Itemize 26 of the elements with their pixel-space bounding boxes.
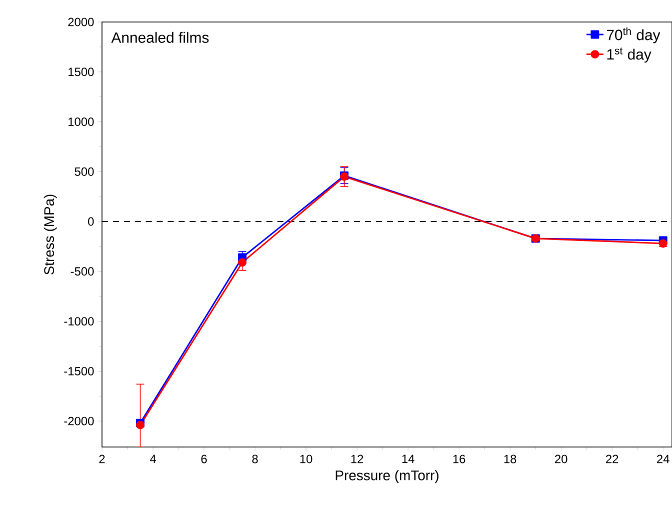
y-axis-title: Stress (MPa) — [44, 194, 57, 275]
y-tick-label: 2000 — [68, 18, 94, 26]
legend-label: 1$^{st}$ day — [607, 48, 652, 63]
annotation: Annealed films — [111, 32, 209, 43]
x-tick-label: 16 — [453, 454, 466, 464]
y-tick-label: -500 — [70, 267, 94, 276]
legend-label: 70$^{th}$ day — [606, 27, 660, 44]
x-tick-label: 12 — [351, 454, 364, 464]
y-tick-label: -1000 — [64, 317, 94, 326]
x-tick-label: 24 — [657, 454, 670, 464]
x-tick-label: 4 — [150, 454, 156, 463]
x-tick-label: 10 — [300, 454, 312, 464]
y-tick-label: -1500 — [64, 366, 94, 376]
x-axis-title: Pressure (mTorr) — [336, 470, 438, 484]
x-tick-label: 14 — [402, 454, 414, 463]
x-tick-label: 22 — [606, 454, 618, 464]
x-tick-label: 8 — [252, 454, 258, 464]
y-tick-label: 0 — [88, 217, 94, 226]
y-tick-label: 1500 — [68, 68, 94, 76]
x-tick-label: 18 — [504, 454, 516, 464]
x-tick-label: 20 — [555, 454, 568, 464]
x-tick-label: 2 — [99, 454, 105, 464]
x-tick-label: 6 — [201, 454, 207, 464]
y-tick-label: 500 — [74, 167, 94, 176]
y-tick-label: -2000 — [64, 416, 94, 426]
y-tick-label: 1000 — [68, 118, 94, 126]
